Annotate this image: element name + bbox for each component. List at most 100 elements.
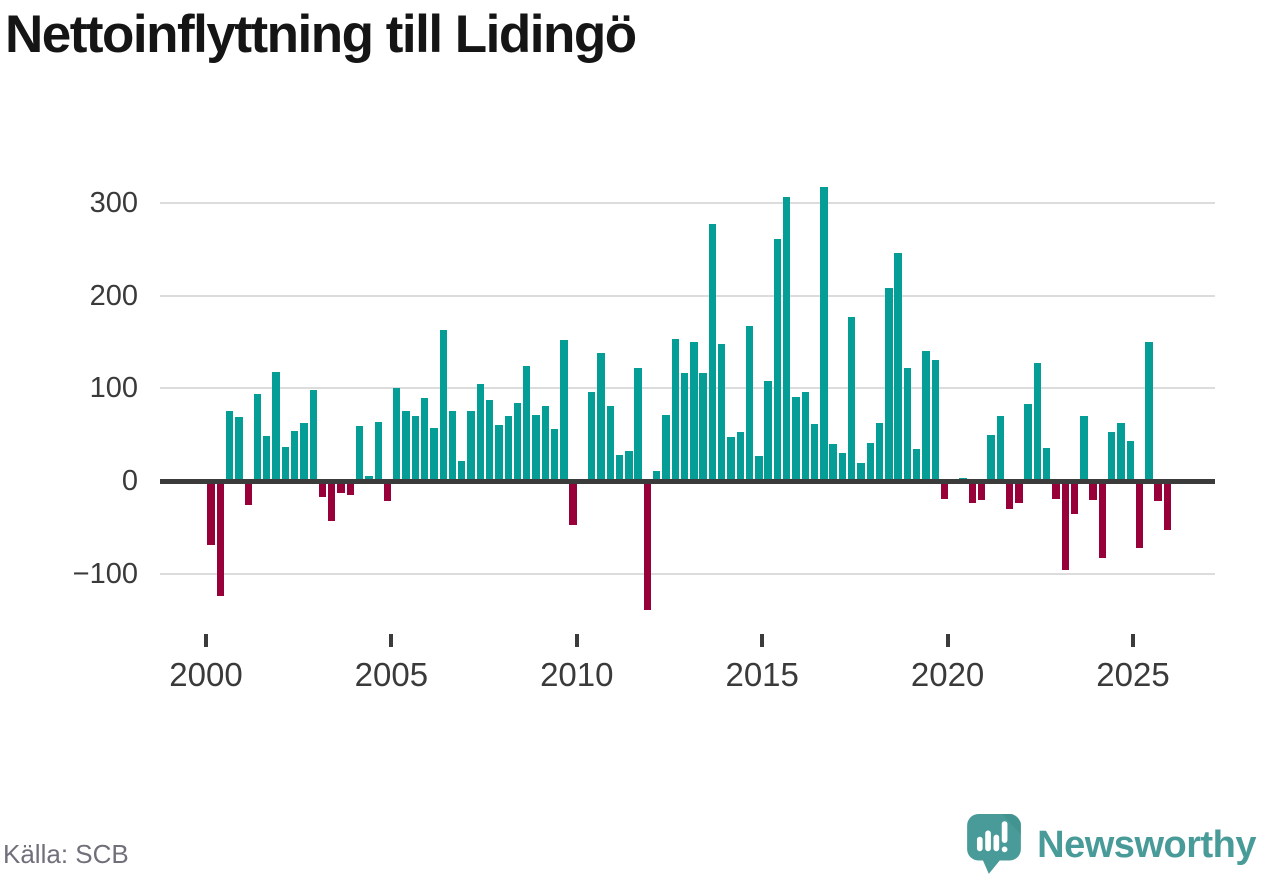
bar-2016Q1 xyxy=(801,391,809,481)
bar-2000Q1 xyxy=(207,481,215,545)
bar-2025Q3 xyxy=(1154,481,1162,502)
bar-2002Q2 xyxy=(290,430,299,481)
y-axis-label-0: 0 xyxy=(121,465,138,497)
bar-2004Q3 xyxy=(374,421,382,481)
bar-2017Q2 xyxy=(848,316,856,481)
bar-2005Q2 xyxy=(402,410,410,481)
bar-2004Q1 xyxy=(355,426,364,481)
bar-2006Q1 xyxy=(430,428,438,481)
bar-2009Q4 xyxy=(569,481,577,525)
bar-2019Q1 xyxy=(913,449,921,481)
bar-2023Q3 xyxy=(1080,416,1088,481)
x-axis-label-2010: 2010 xyxy=(540,656,614,693)
bar-2013Q2 xyxy=(699,372,707,481)
y-axis-label-300: 300 xyxy=(89,186,138,219)
bar-2003Q3 xyxy=(337,481,345,494)
bar-2002Q4 xyxy=(309,390,317,481)
bar-2003Q2 xyxy=(328,481,336,521)
bar-2023Q1 xyxy=(1061,481,1069,571)
x-axis-label-2000: 2000 xyxy=(169,656,243,693)
bar-2018Q2 xyxy=(885,288,893,481)
y-axis-label--100: −100 xyxy=(72,557,138,590)
bar-2024Q2 xyxy=(1107,431,1116,481)
bar-2001Q3 xyxy=(263,436,271,481)
bar-2025Q4 xyxy=(1163,481,1172,531)
bar-2015Q1 xyxy=(764,380,772,481)
bar-2024Q3 xyxy=(1117,422,1125,481)
bar-2008Q4 xyxy=(532,415,540,481)
bar-2017Q3 xyxy=(857,463,865,481)
bar-2012Q3 xyxy=(671,339,680,481)
x-axis-tick-2020 xyxy=(945,634,950,647)
bar-2017Q1 xyxy=(838,453,847,481)
newsworthy-logo: Newsworthy xyxy=(967,814,1256,876)
bar-2012Q1 xyxy=(653,470,661,481)
bar-2009Q1 xyxy=(541,405,550,481)
bar-2021Q4 xyxy=(1015,481,1023,504)
bar-2008Q3 xyxy=(523,366,531,481)
bar-2013Q3 xyxy=(708,224,717,481)
bar-2019Q2 xyxy=(922,351,930,481)
bar-2012Q2 xyxy=(662,415,670,481)
bar-2019Q3 xyxy=(931,360,939,481)
bar-2021Q3 xyxy=(1005,481,1014,509)
gridline-300 xyxy=(160,201,1215,204)
bar-2023Q2 xyxy=(1070,481,1079,515)
x-axis-label-2020: 2020 xyxy=(910,656,985,693)
x-axis-label-2025: 2025 xyxy=(1096,656,1170,693)
bar-2023Q4 xyxy=(1089,481,1097,500)
bar-2000Q4 xyxy=(235,417,243,481)
newsworthy-wordmark: Newsworthy xyxy=(1037,823,1256,866)
bar-2012Q4 xyxy=(680,373,689,481)
y-axis-label-100: 100 xyxy=(89,372,138,405)
bar-2003Q4 xyxy=(346,481,355,495)
bar-2017Q4 xyxy=(866,442,874,481)
bar-2007Q4 xyxy=(495,425,503,481)
x-axis-label-2015: 2015 xyxy=(725,656,799,693)
x-axis-tick-2000 xyxy=(204,634,208,647)
x-axis-tick-2025 xyxy=(1131,634,1135,647)
bar-2024Q4 xyxy=(1126,441,1134,481)
bar-2001Q1 xyxy=(244,481,252,506)
bar-2011Q4 xyxy=(643,481,652,610)
bar-2022Q4 xyxy=(1052,481,1060,499)
bar-2021Q1 xyxy=(987,434,995,481)
bar-2006Q2 xyxy=(439,329,447,481)
source-label: Källa: SCB xyxy=(3,839,129,869)
bar-2001Q4 xyxy=(272,371,280,481)
bar-2008Q2 xyxy=(513,403,522,481)
bar-2016Q4 xyxy=(829,443,837,481)
bar-2007Q2 xyxy=(476,383,485,481)
bar-2014Q4 xyxy=(755,455,763,481)
bar-2022Q2 xyxy=(1033,363,1042,481)
bar-2005Q4 xyxy=(420,398,429,481)
bar-2018Q1 xyxy=(875,422,884,481)
bar-2019Q4 xyxy=(940,481,949,499)
bar-2015Q3 xyxy=(783,197,791,481)
bar-2005Q1 xyxy=(393,388,401,481)
bar-2011Q3 xyxy=(634,367,642,481)
bar-2010Q2 xyxy=(588,391,596,481)
bar-2014Q1 xyxy=(727,437,735,481)
bar-2007Q3 xyxy=(485,400,494,481)
bar-2002Q1 xyxy=(281,446,290,481)
x-axis-tick-2010 xyxy=(574,634,579,647)
bar-2015Q2 xyxy=(773,238,782,481)
bar-2005Q3 xyxy=(411,416,420,481)
y-axis-label-200: 200 xyxy=(89,279,138,312)
bar-2022Q1 xyxy=(1024,404,1032,481)
x-axis-tick-2005 xyxy=(389,634,394,647)
x-axis-label-2005: 2005 xyxy=(354,656,429,693)
bar-2006Q4 xyxy=(458,460,466,481)
bar-2014Q2 xyxy=(736,431,744,481)
bar-2016Q2 xyxy=(810,424,819,481)
bar-2003Q1 xyxy=(318,481,327,497)
bar-2001Q2 xyxy=(253,393,262,481)
bar-2008Q1 xyxy=(504,416,512,481)
bar-2004Q4 xyxy=(383,481,392,502)
gridline-200 xyxy=(160,294,1215,297)
bar-2011Q2 xyxy=(625,451,633,481)
bar-2020Q3 xyxy=(968,481,977,504)
bar-2015Q4 xyxy=(792,396,800,481)
